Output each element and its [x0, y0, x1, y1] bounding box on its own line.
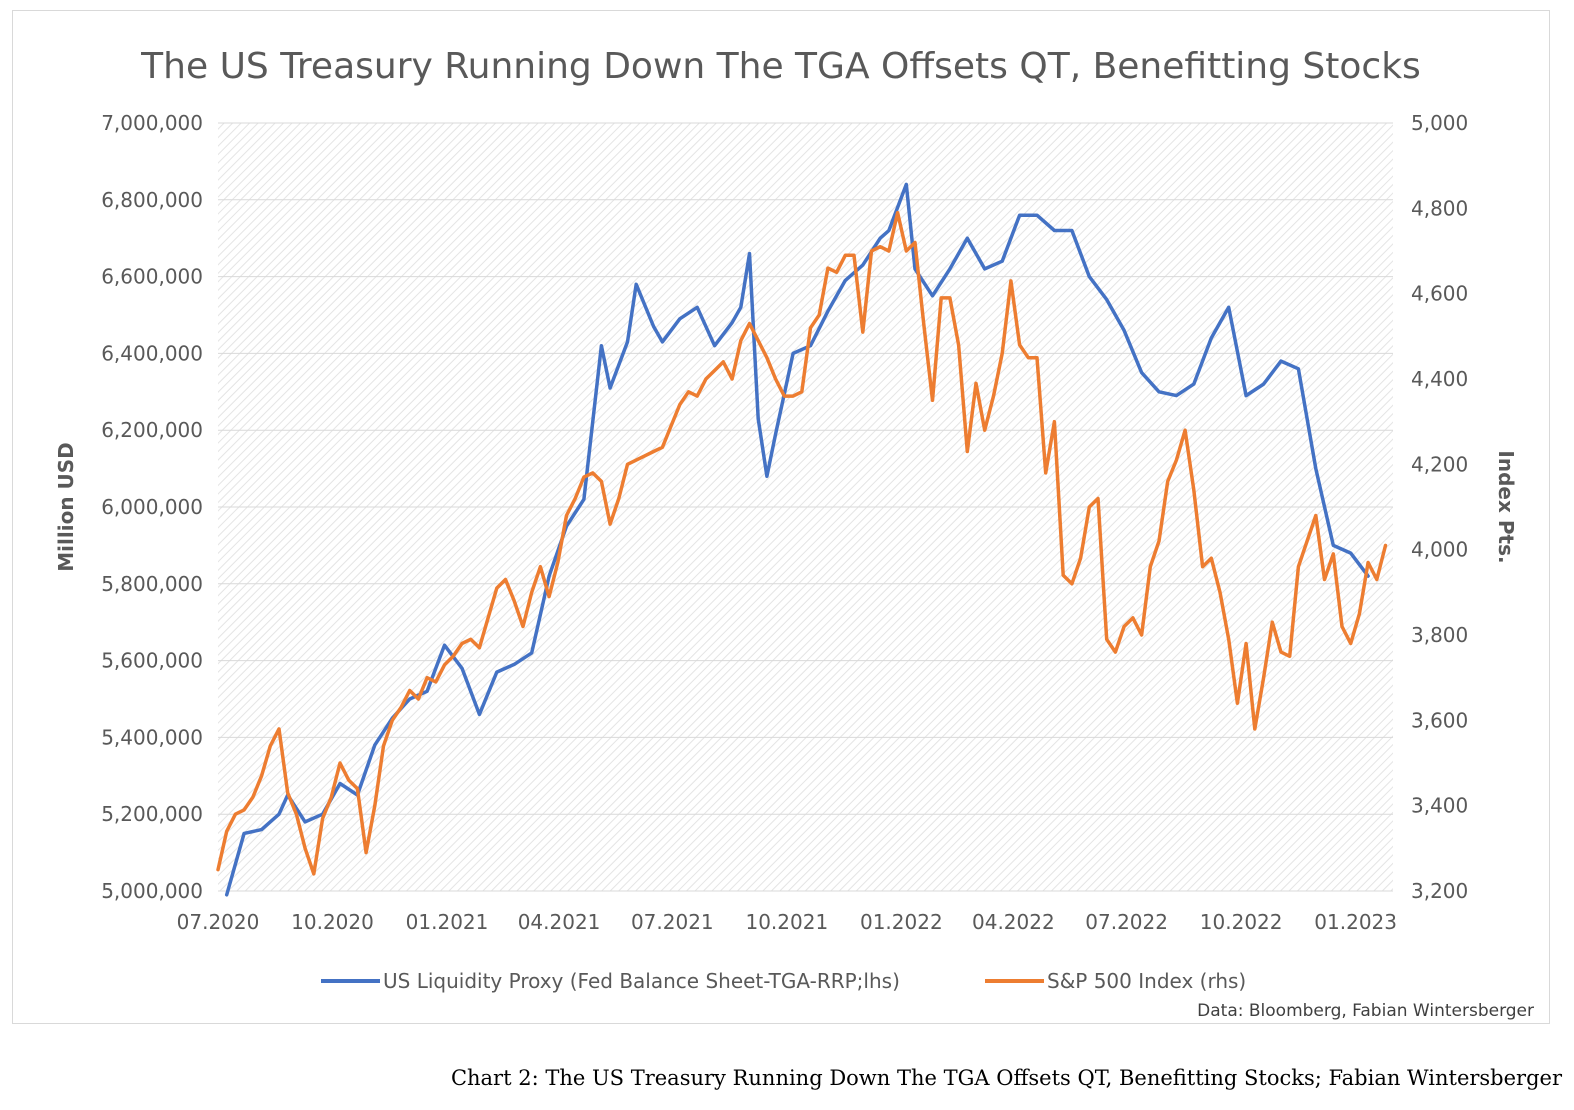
- right-tick-label: 3,800: [1411, 623, 1468, 647]
- right-tick-label: 4,800: [1411, 196, 1468, 220]
- left-tick-label: 6,400,000: [101, 341, 203, 365]
- chart-frame: The US Treasury Running Down The TGA Off…: [12, 10, 1550, 1024]
- x-tick-label: 01.2021: [406, 910, 489, 934]
- left-tick-label: 6,200,000: [101, 418, 203, 442]
- chart-title: The US Treasury Running Down The TGA Off…: [140, 46, 1421, 87]
- x-tick-label: 07.2020: [177, 910, 260, 934]
- x-tick-label: 10.2022: [1200, 910, 1283, 934]
- legend: US Liquidity Proxy (Fed Balance Sheet-TG…: [321, 969, 1246, 993]
- right-tick-label: 4,000: [1411, 538, 1468, 562]
- right-tick-label: 3,200: [1411, 879, 1468, 903]
- right-tick-label: 4,200: [1411, 452, 1468, 476]
- left-tick-label: 6,000,000: [101, 495, 203, 519]
- x-tick-label: 07.2022: [1085, 910, 1168, 934]
- right-y-axis-ticks: 3,200 3,400 3,600 3,800 4,000 4,200 4,400 4,600…: [1411, 111, 1468, 903]
- gridlines: [218, 122, 1393, 892]
- right-tick-label: 3,400: [1411, 794, 1468, 818]
- data-source-note: Data: Bloomberg, Fabian Wintersberger: [1197, 1001, 1534, 1021]
- left-tick-label: 5,600,000: [101, 649, 203, 673]
- left-tick-label: 6,600,000: [101, 265, 203, 289]
- series-line-liquidity: [224, 182, 1370, 897]
- x-tick-label: 07.2021: [631, 910, 714, 934]
- legend-label-sp500: S&P 500 Index (rhs): [1047, 969, 1246, 993]
- right-tick-label: 3,600: [1411, 708, 1468, 732]
- left-tick-label: 5,400,000: [101, 725, 203, 749]
- left-tick-label: 7,000,000: [101, 111, 203, 135]
- figure-caption: Chart 2: The US Treasury Running Down Th…: [450, 1066, 1562, 1090]
- left-tick-label: 5,000,000: [101, 879, 203, 903]
- left-tick-label: 5,200,000: [101, 802, 203, 826]
- legend-label-liquidity: US Liquidity Proxy (Fed Balance Sheet-TG…: [383, 969, 900, 993]
- x-tick-label: 10.2020: [291, 910, 374, 934]
- x-tick-label: 01.2022: [860, 910, 943, 934]
- left-axis-title: Million USD: [54, 442, 78, 572]
- left-y-axis-ticks: 5,000,000 5,200,000 5,400,000 5,600,000 5,80…: [101, 111, 203, 903]
- x-tick-label: 04.2022: [972, 910, 1055, 934]
- chart-canvas: The US Treasury Running Down The TGA Off…: [54, 46, 1534, 1021]
- left-tick-label: 5,800,000: [101, 572, 203, 596]
- left-tick-label: 6,800,000: [101, 188, 203, 212]
- series-line-sp500: [216, 210, 1388, 876]
- series-lines: [216, 182, 1388, 897]
- x-tick-label: 01.2023: [1314, 910, 1397, 934]
- x-tick-label: 10.2021: [745, 910, 828, 934]
- right-axis-title: Index Pts.: [1494, 450, 1518, 563]
- right-tick-label: 5,000: [1411, 111, 1468, 135]
- x-tick-label: 04.2021: [518, 910, 601, 934]
- x-axis-ticks: 07.2020 10.2020 01.2021 04.2021 07.2021 10.20…: [177, 910, 1397, 934]
- right-tick-label: 4,600: [1411, 282, 1468, 306]
- right-tick-label: 4,400: [1411, 367, 1468, 391]
